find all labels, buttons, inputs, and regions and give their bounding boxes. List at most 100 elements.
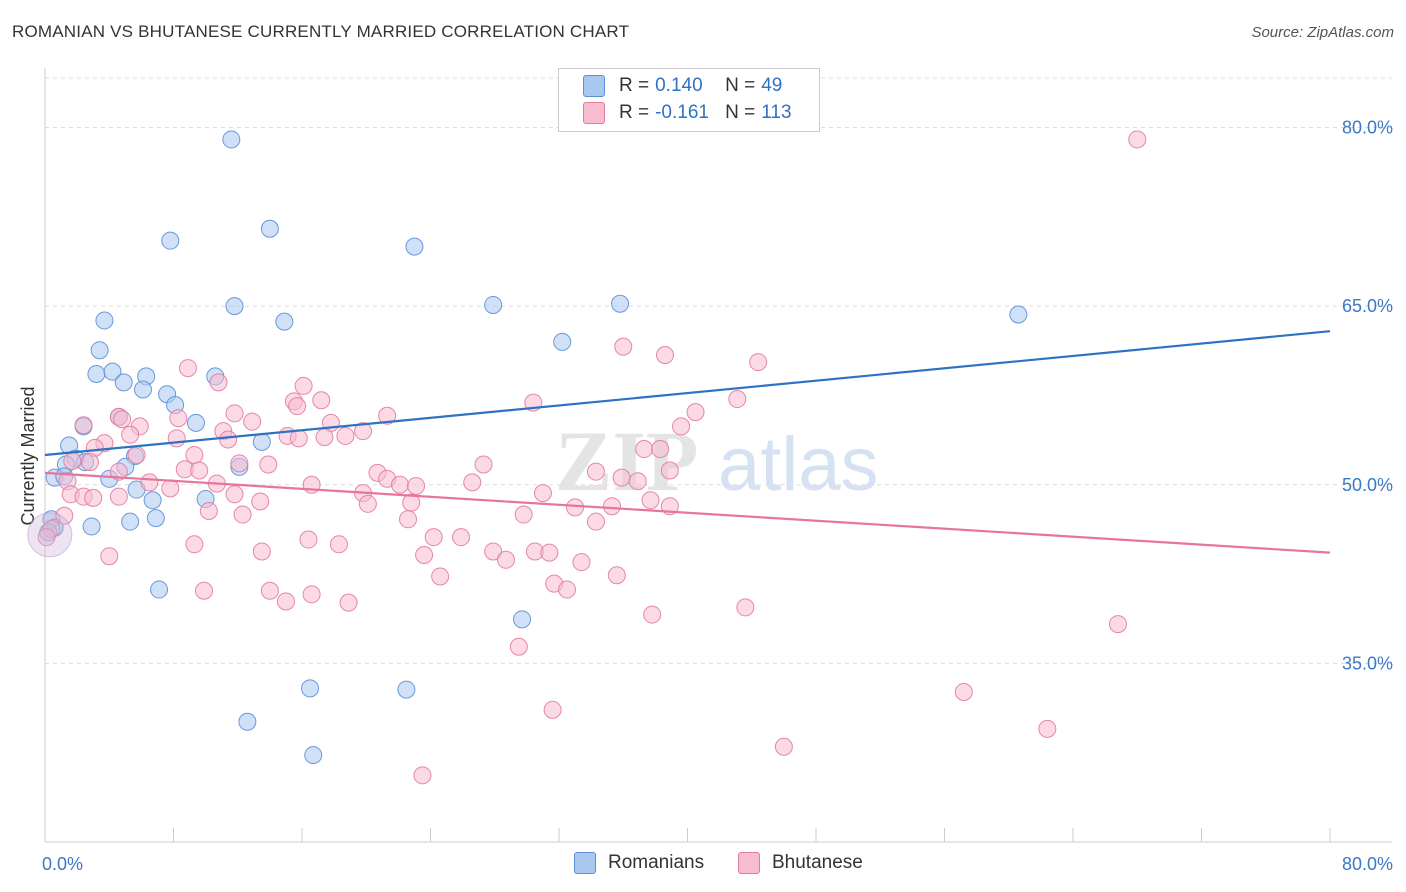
bhutanese-point [484, 542, 503, 561]
bhutanese-point [415, 546, 434, 565]
bhutanese-point [543, 700, 562, 719]
romanian-point [260, 219, 279, 238]
romanian-point [161, 231, 180, 250]
bhutanese-point [749, 353, 768, 372]
bhutanese-point [774, 737, 793, 756]
bhutanese-point [109, 462, 128, 481]
legend-r-value: 0.140 [655, 75, 703, 96]
data-points [27, 130, 1147, 785]
y-axis-label: Currently Married [18, 386, 38, 525]
bhutanese-point [603, 497, 622, 516]
bhutanese-point [424, 528, 443, 547]
bhutanese-point [1108, 615, 1127, 634]
legend-n-value: 113 [761, 102, 792, 123]
romanian-point [304, 746, 323, 765]
bhutanese-point [643, 605, 662, 624]
bhutanese-point [672, 417, 691, 436]
romanian-point [513, 610, 532, 629]
bhutanese-point [100, 547, 119, 566]
romanian-point [121, 512, 140, 531]
bhutanese-point [586, 462, 605, 481]
bhutanese-point [954, 682, 973, 701]
romanian-point [238, 712, 257, 731]
legend-swatch-bhutanese [738, 852, 760, 874]
bhutanese-point [736, 598, 755, 617]
bhutanese-point [251, 492, 270, 511]
bhutanese-point [336, 426, 355, 445]
bhutanese-point [496, 550, 515, 569]
bhutanese-point [656, 345, 675, 364]
bhutanese-point [233, 505, 252, 524]
series-legend: Romanians Bhutanese [0, 852, 1406, 878]
x-tick-label: 0.0% [42, 854, 83, 874]
legend-r-label: R = [619, 102, 650, 123]
bhutanese-point [225, 485, 244, 504]
bhutanese-trend-line [44, 471, 1331, 554]
bhutanese-point [294, 376, 313, 395]
bhutanese-point [288, 397, 307, 416]
cluster-point [27, 512, 73, 558]
bhutanese-point [586, 512, 605, 531]
legend-row-romanians: R = 0.140 N = 49 [583, 73, 782, 99]
legend-item-bhutanese[interactable]: Bhutanese [738, 852, 863, 874]
bhutanese-point [452, 528, 471, 547]
bhutanese-point [185, 535, 204, 554]
bhutanese-point [167, 429, 186, 448]
grid-lines [45, 77, 1392, 664]
romanian-point [87, 365, 106, 384]
legend-swatch-bhutanese [583, 102, 605, 124]
bhutanese-point [80, 453, 99, 472]
bhutanese-point [161, 479, 180, 498]
bhutanese-point [628, 472, 647, 491]
y-tick-label: 80.0% [1342, 118, 1393, 138]
romanian-point [150, 580, 169, 599]
romanian-point [611, 294, 630, 313]
tick-labels: 35.0% 50.0% 65.0% 80.0% 0.0% 80.0% [42, 118, 1393, 874]
romanian-point [225, 297, 244, 316]
bhutanese-point [399, 510, 418, 529]
bhutanese-point [219, 430, 238, 449]
romanian-point [1009, 305, 1028, 324]
romanian-point [95, 311, 114, 330]
bhutanese-point [113, 410, 132, 429]
bhutanese-point [686, 403, 705, 422]
bhutanese-point [614, 337, 633, 356]
bhutanese-point [63, 451, 82, 470]
y-tick-label: 65.0% [1342, 296, 1393, 316]
romanian-point [484, 295, 503, 314]
romanian-point [301, 679, 320, 698]
bhutanese-point [339, 593, 358, 612]
bhutanese-point [84, 488, 103, 507]
bhutanese-point [289, 429, 308, 448]
romanian-point [222, 130, 241, 149]
bhutanese-point [199, 501, 218, 520]
bhutanese-point [533, 484, 552, 503]
bhutanese-point [121, 425, 140, 444]
bhutanese-point [572, 553, 591, 572]
bhutanese-point [276, 592, 295, 611]
bhutanese-point [378, 406, 397, 425]
legend-item-romanians[interactable]: Romanians [574, 852, 704, 874]
stats-legend: R = 0.140 N = 49 R = -0.161 N = 113 [558, 68, 820, 132]
romanian-point [133, 380, 152, 399]
bhutanese-point [390, 475, 409, 494]
bhutanese-point [225, 404, 244, 423]
legend-n-label: N = [725, 102, 756, 123]
bhutanese-point [728, 390, 747, 409]
romanian-point [186, 413, 205, 432]
y-tick-label: 50.0% [1342, 475, 1393, 495]
bhutanese-point [260, 581, 279, 600]
legend-r-value: -0.161 [655, 102, 709, 123]
bhutanese-point [407, 476, 426, 495]
bhutanese-point [358, 494, 377, 513]
bhutanese-point [431, 567, 450, 586]
bhutanese-point [651, 440, 670, 459]
bhutanese-point [463, 473, 482, 492]
bhutanese-point [312, 391, 331, 410]
romanian-point [553, 332, 572, 351]
legend-n-value: 49 [761, 75, 783, 96]
bhutanese-point [413, 766, 432, 785]
legend-r-label: R = [619, 75, 650, 96]
bhutanese-point [55, 506, 74, 525]
